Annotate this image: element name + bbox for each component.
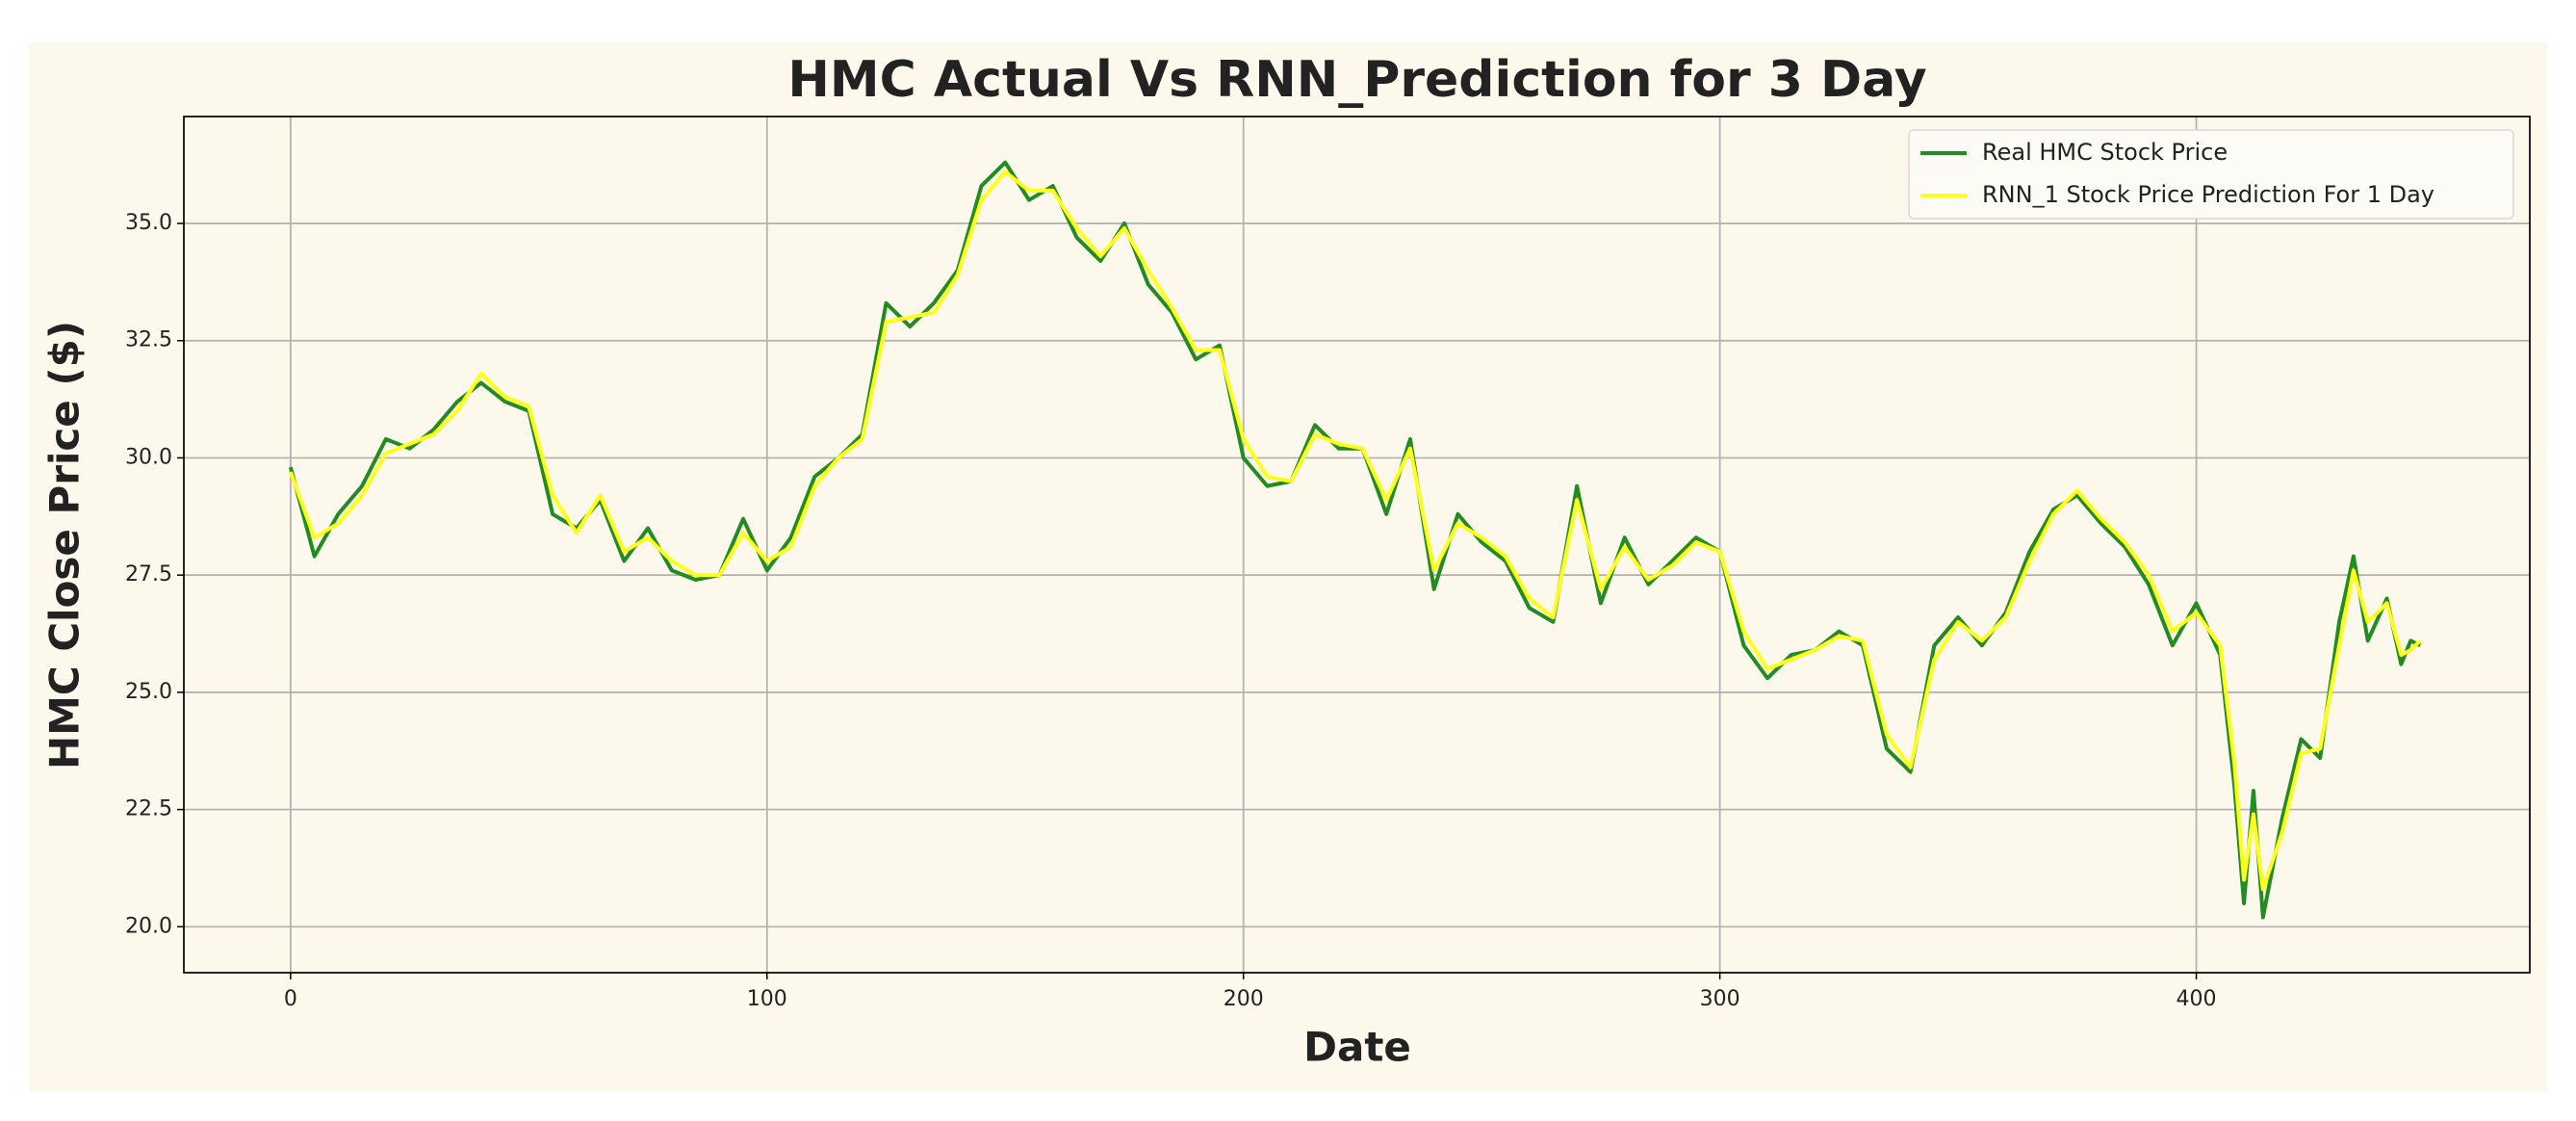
legend-box [1908,129,2514,220]
y-tick-label: 35.0 [125,211,172,235]
x-axis-label: Date [1303,1024,1411,1071]
y-tick-label: 32.5 [125,328,172,352]
x-tick-label: 100 [747,987,787,1011]
series-line [288,169,2422,892]
x-tick-label: 400 [2177,987,2217,1011]
x-tick-label: 300 [1700,987,1740,1011]
y-tick-label: 22.5 [125,797,172,821]
x-tick-label: 200 [1224,987,1264,1011]
x-tick-label: 0 [284,987,297,1011]
y-tick-label: 27.5 [125,562,172,587]
plot-frame [183,116,2531,974]
chart-title: HMC Actual Vs RNN_Prediction for 3 Day [787,51,1926,109]
y-tick-label: 25.0 [125,680,172,704]
y-tick-label: 30.0 [125,445,172,469]
y-axis-label: HMC Close Price ($) [41,321,89,769]
legend-label: RNN_1 Stock Price Prediction For 1 Day [1982,181,2434,208]
legend-label: Real HMC Stock Price [1982,139,2228,166]
plot-area [184,117,2530,973]
y-tick-label: 20.0 [125,914,172,938]
